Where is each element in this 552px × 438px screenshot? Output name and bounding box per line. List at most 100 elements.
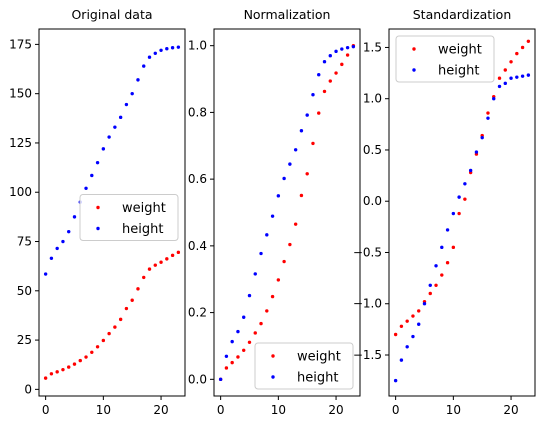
height-point xyxy=(422,302,427,306)
height-point xyxy=(299,129,304,133)
height-point xyxy=(434,264,438,268)
y-tick-label: 175 xyxy=(9,37,32,51)
height-point xyxy=(72,215,77,219)
weight-point xyxy=(78,358,82,363)
normalization-title: Normalization xyxy=(244,7,331,22)
weight-point xyxy=(159,260,163,264)
weight-point xyxy=(434,283,438,287)
y-tick-label: −1.5 xyxy=(353,348,382,362)
weight-point xyxy=(236,355,240,359)
weight-point xyxy=(265,309,269,313)
y-tick-label: 1.5 xyxy=(363,40,382,54)
weight-point xyxy=(515,51,519,56)
height-point xyxy=(265,233,269,237)
weight-point xyxy=(451,245,456,250)
legend-label-weight: weight xyxy=(438,43,482,58)
legend-marker-height xyxy=(412,68,416,72)
height-point xyxy=(486,116,490,120)
weight-point xyxy=(497,76,502,80)
weight-point xyxy=(113,325,117,329)
weight-point xyxy=(526,39,531,44)
weight-point xyxy=(95,345,100,349)
weight-point xyxy=(55,370,59,374)
height-point xyxy=(224,354,229,358)
height-point xyxy=(230,339,234,344)
legend-label-height: height xyxy=(122,222,163,237)
y-tick-label: 0.5 xyxy=(363,143,382,157)
original-data-title: Original data xyxy=(71,7,152,22)
height-point xyxy=(147,55,152,59)
height-point xyxy=(176,45,181,49)
x-tick-label: 20 xyxy=(503,403,518,417)
legend-marker-weight xyxy=(96,205,100,210)
height-point xyxy=(118,115,123,120)
height-point xyxy=(463,182,467,186)
y-tick-label: 100 xyxy=(9,185,32,199)
y-tick-label: 0.8 xyxy=(188,105,207,119)
height-point xyxy=(136,78,140,82)
height-point xyxy=(480,135,484,140)
height-point xyxy=(49,256,54,260)
height-point xyxy=(468,168,473,173)
height-point xyxy=(253,272,257,276)
weight-point xyxy=(445,261,450,265)
height-point xyxy=(170,46,175,50)
height-point xyxy=(55,246,59,251)
standardization-plot-area xyxy=(388,28,536,397)
weight-point xyxy=(345,53,350,57)
height-point xyxy=(440,245,444,250)
weight-point xyxy=(176,250,181,255)
height-point xyxy=(282,176,286,181)
height-point xyxy=(457,195,461,199)
y-tick-label: 0.0 xyxy=(363,194,382,208)
weight-point xyxy=(170,253,175,258)
normalization-plot-area xyxy=(213,28,361,397)
legend-label-weight: weight xyxy=(122,201,166,216)
weight-point xyxy=(457,211,461,216)
weight-point xyxy=(118,317,123,322)
height-point xyxy=(509,76,513,80)
height-point xyxy=(428,283,432,287)
weight-point xyxy=(147,267,152,271)
height-point xyxy=(142,64,146,68)
weight-point xyxy=(299,193,304,198)
height-point xyxy=(393,378,398,383)
height-point xyxy=(159,48,163,53)
y-tick-label: 1.0 xyxy=(363,92,382,106)
height-point xyxy=(288,162,292,166)
legend-label-weight: weight xyxy=(297,350,341,365)
weight-point xyxy=(130,298,134,302)
height-point xyxy=(328,53,332,58)
height-point xyxy=(293,148,298,152)
legend-marker-height xyxy=(96,226,100,231)
weight-point xyxy=(230,360,234,365)
height-point xyxy=(520,74,525,78)
height-point xyxy=(497,84,502,89)
weight-point xyxy=(84,355,88,359)
weight-point xyxy=(393,332,398,337)
weight-point xyxy=(242,348,246,352)
weight-point xyxy=(270,294,275,299)
weight-point xyxy=(67,365,71,369)
weight-point xyxy=(463,197,467,201)
legend-marker-weight xyxy=(271,354,275,358)
y-tick-label: 0.6 xyxy=(188,172,207,186)
weight-point xyxy=(311,141,315,146)
weight-point xyxy=(486,111,490,115)
legend-label-height: height xyxy=(297,371,338,386)
height-point xyxy=(124,102,129,107)
weight-point xyxy=(224,366,229,370)
y-tick-label: −0.5 xyxy=(353,245,382,259)
height-point xyxy=(399,358,404,362)
height-point xyxy=(322,59,327,64)
height-point xyxy=(305,113,309,117)
height-point xyxy=(218,377,223,382)
legend-label-height: height xyxy=(438,64,479,79)
height-point xyxy=(317,73,321,77)
height-point xyxy=(417,322,421,326)
height-point xyxy=(242,315,246,319)
weight-point xyxy=(334,71,338,75)
height-point xyxy=(101,147,106,151)
normalization-legend: weight height xyxy=(254,342,354,390)
height-point xyxy=(411,334,415,339)
